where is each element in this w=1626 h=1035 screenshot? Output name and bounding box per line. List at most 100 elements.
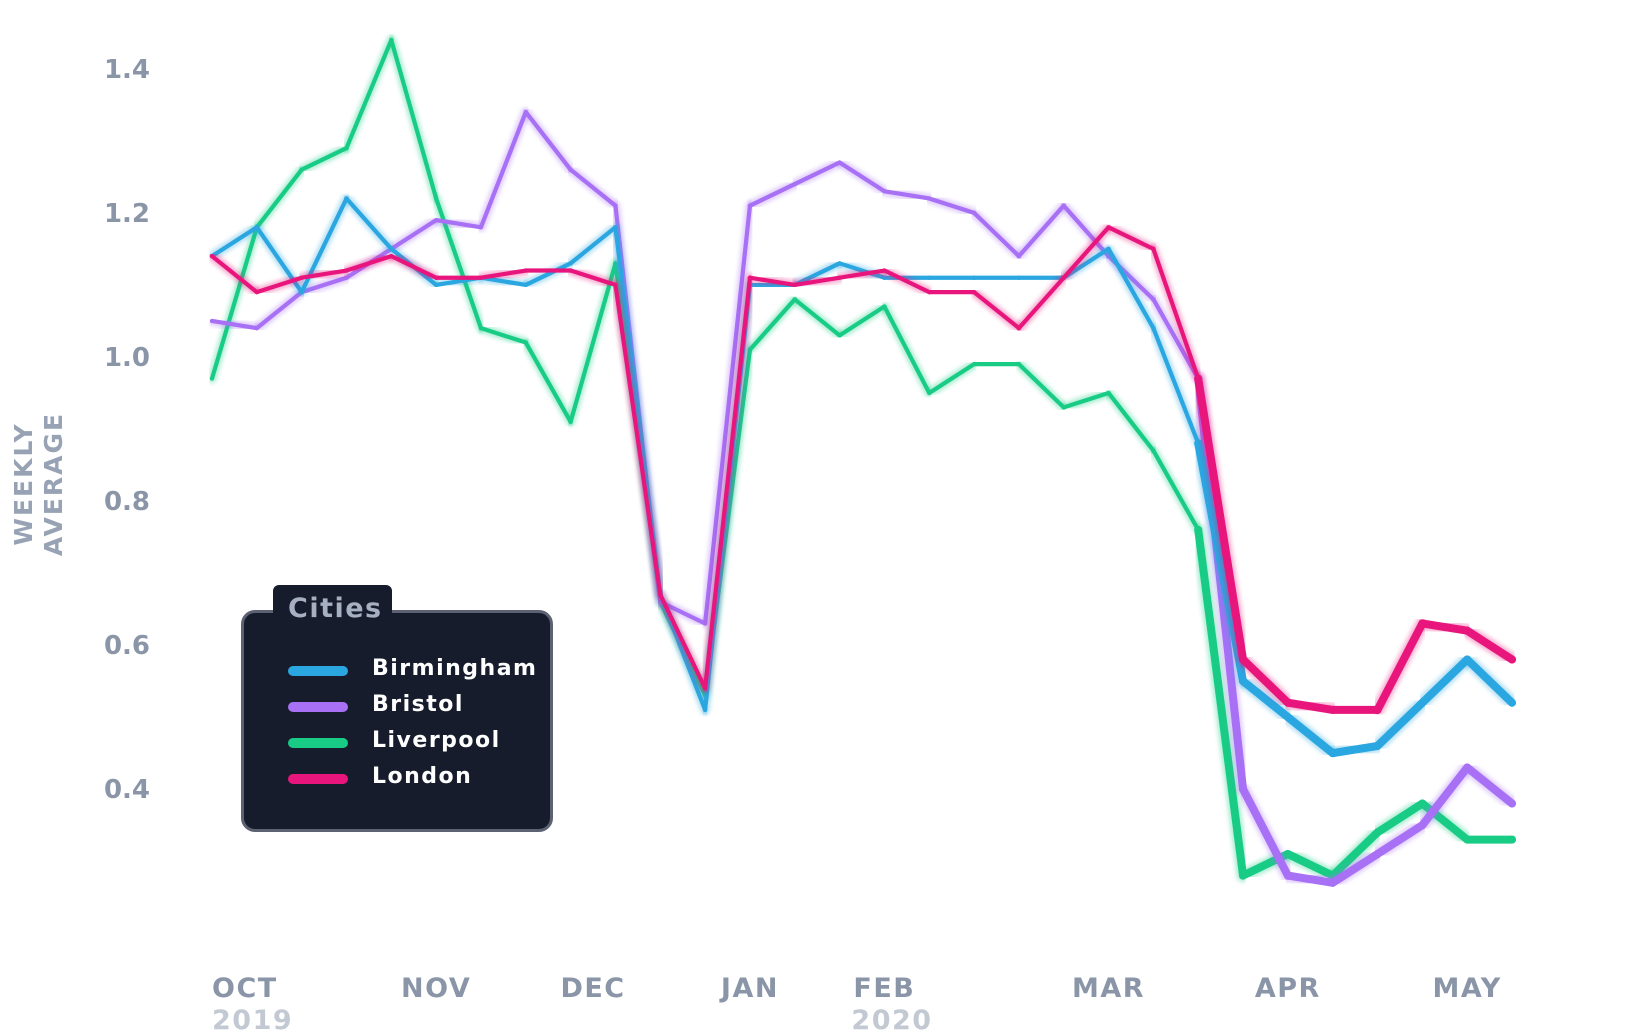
series-segment — [1106, 390, 1156, 453]
data-point — [1463, 763, 1472, 772]
series-segment — [927, 362, 977, 396]
data-point — [344, 145, 349, 151]
data-point — [478, 275, 484, 280]
data-point — [1373, 705, 1382, 714]
legend-swatch — [288, 774, 348, 784]
data-point — [1061, 203, 1066, 208]
series-segment — [478, 268, 528, 280]
data-point — [389, 254, 394, 259]
series-segment — [882, 189, 932, 201]
series-segment — [1283, 871, 1337, 887]
data-point — [971, 290, 977, 295]
data-point — [1463, 835, 1472, 844]
data-point — [1373, 849, 1382, 858]
data-point — [1283, 871, 1292, 880]
data-point — [1106, 225, 1111, 230]
series-segment — [837, 304, 887, 338]
series-segment — [747, 297, 797, 352]
x-tick-label: NOV — [401, 973, 471, 1004]
series-segment — [389, 217, 439, 252]
data-point — [1016, 362, 1021, 367]
data-point — [389, 37, 394, 43]
data-point — [568, 261, 573, 266]
x-tick-label: DEC — [560, 973, 625, 1004]
data-point — [1194, 525, 1203, 534]
data-point — [344, 268, 349, 273]
series-segment — [927, 196, 977, 215]
data-point — [344, 196, 349, 201]
series-segment — [1239, 677, 1292, 722]
y-axis-label-line1: WEEKLY — [9, 422, 38, 545]
series-segment — [1016, 362, 1066, 410]
series-segment — [254, 290, 304, 331]
series-london — [207, 222, 1519, 717]
x-tick-year: 2019 — [212, 1005, 293, 1035]
series-segment — [523, 109, 573, 172]
data-point — [1418, 799, 1427, 808]
data-point — [792, 181, 797, 187]
series-segment — [1194, 525, 1248, 880]
data-point — [613, 282, 618, 288]
legend-label: Bristol — [372, 692, 464, 717]
series-segment — [209, 254, 259, 295]
legend-swatch — [288, 666, 348, 676]
data-point — [792, 282, 797, 288]
series-segment — [1194, 374, 1248, 664]
data-point — [703, 707, 708, 713]
data-point — [927, 390, 932, 396]
series-segment — [792, 275, 842, 288]
legend-label: Birmingham — [372, 656, 538, 681]
data-point — [1463, 626, 1472, 635]
data-point — [299, 167, 304, 172]
data-point — [523, 282, 528, 288]
data-point — [299, 275, 304, 280]
data-point — [1151, 246, 1156, 252]
data-point — [1061, 405, 1066, 410]
data-point — [1373, 741, 1382, 750]
data-point — [1418, 821, 1427, 830]
data-point — [927, 290, 932, 295]
data-point — [747, 275, 753, 280]
x-tick-label: APR — [1255, 973, 1321, 1004]
data-point — [971, 275, 977, 280]
data-point — [837, 261, 842, 266]
data-point — [1016, 326, 1021, 331]
series-segment — [299, 275, 349, 295]
series-segment — [209, 225, 259, 259]
series-segment — [1328, 849, 1382, 887]
data-point — [1508, 835, 1516, 844]
series-segment — [1283, 698, 1337, 714]
series-segment — [1106, 246, 1156, 331]
series-segment — [882, 268, 932, 295]
data-point — [1328, 749, 1337, 758]
y-tick-label: 0.6 — [104, 631, 150, 661]
data-point — [254, 225, 259, 230]
legend-label: London — [372, 764, 473, 789]
data-point — [837, 275, 842, 280]
series-segment — [1418, 619, 1472, 635]
series-segment — [389, 37, 439, 201]
data-point — [344, 275, 349, 280]
legend-item-birmingham[interactable]: Birmingham — [288, 656, 548, 684]
data-point — [882, 189, 887, 194]
legend-item-london[interactable]: London — [288, 764, 548, 792]
data-point — [1106, 390, 1111, 396]
data-point — [971, 362, 977, 367]
data-point — [1283, 713, 1292, 722]
data-point — [1283, 698, 1292, 707]
legend-item-bristol[interactable]: Bristol — [288, 692, 548, 720]
series-segment — [792, 160, 842, 187]
data-point — [1194, 374, 1203, 383]
data-point — [523, 268, 528, 273]
y-axis: 1.4 1.2 1.0 0.8 0.6 0.4 — [104, 55, 150, 805]
series-segment — [1151, 246, 1201, 381]
series-segment — [1239, 785, 1292, 880]
legend-item-liverpool[interactable]: Liverpool — [288, 728, 548, 756]
data-point — [882, 275, 887, 280]
data-point — [792, 297, 797, 302]
series-segment — [568, 167, 618, 208]
data-point — [1194, 439, 1203, 448]
data-point — [927, 275, 932, 280]
x-tick-label: FEB — [853, 973, 915, 1004]
